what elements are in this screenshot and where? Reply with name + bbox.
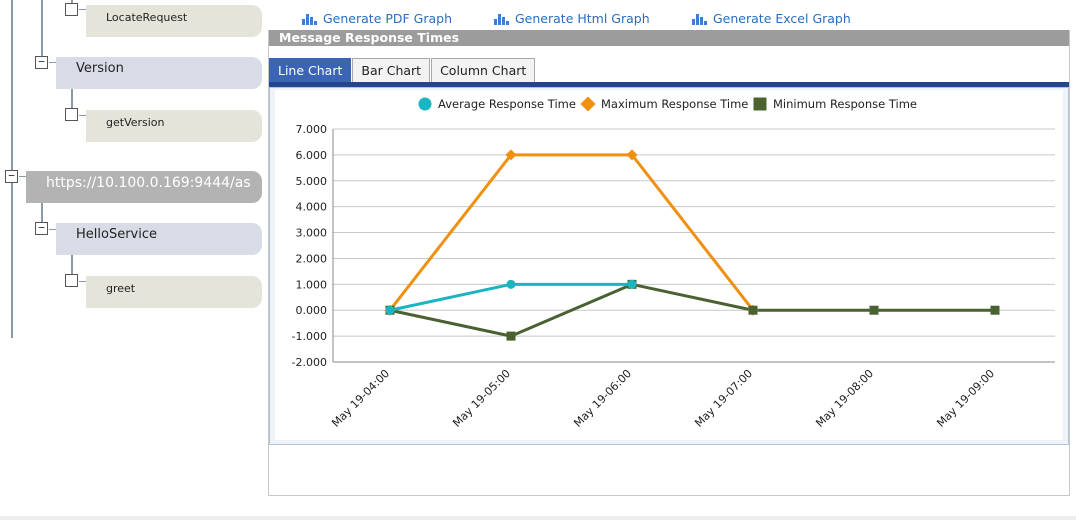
tree-toggle[interactable] [65, 274, 78, 287]
data-point [505, 149, 517, 161]
y-tick-label: -2.000 [292, 356, 327, 369]
generate-html-graph-link[interactable]: Generate Html Graph [494, 11, 650, 26]
bar-graph-icon [494, 13, 510, 25]
data-point [627, 279, 637, 289]
tree-node-label: greet [106, 281, 136, 295]
data-point [506, 331, 516, 341]
line-chart: 7.000 6.000 5.000 4.000 3.000 2.000 1.000 0.000… [292, 96, 1055, 430]
legend-swatch [753, 97, 767, 111]
data-point [385, 305, 395, 315]
data-point [990, 305, 1000, 315]
tree-node-label: https://10.100.0.169:9444/as [46, 175, 251, 191]
tree-line [49, 62, 57, 63]
bottom-strip [0, 516, 1076, 520]
y-tick-label: -1.000 [292, 330, 327, 343]
tab-line-chart[interactable]: Line Chart [269, 58, 352, 83]
series-line [388, 153, 755, 312]
generate-pdf-graph-link[interactable]: Generate PDF Graph [302, 11, 452, 26]
tree-operation-greet[interactable]: greet [86, 276, 262, 308]
panel-title: Message Response Times [269, 30, 1069, 46]
y-tick-label: 4.000 [296, 201, 328, 214]
collapse-icon[interactable]: − [35, 56, 48, 69]
legend-label: Minimum Response Time [773, 97, 917, 111]
tree-line [79, 281, 87, 282]
tree-line [49, 229, 57, 230]
chart-frame: 7.000 6.000 5.000 4.000 3.000 2.000 1.000 0.000… [269, 87, 1069, 445]
x-tick-label: May 19-05:00 [450, 367, 513, 430]
bar-graph-icon [302, 13, 318, 25]
tree-node-label: Version [76, 60, 124, 76]
message-response-times-panel: Message Response Times Line Chart Bar Ch… [268, 30, 1070, 496]
y-tick-label: 6.000 [296, 149, 328, 162]
tree-line [11, 0, 13, 338]
tree-line [19, 176, 27, 177]
tree-service-helloservice[interactable]: HelloService [56, 223, 262, 255]
tree-node-label: getVersion [106, 115, 165, 129]
tree-line [79, 9, 87, 10]
tree-toggle[interactable] [65, 108, 78, 121]
generate-excel-graph-link[interactable]: Generate Excel Graph [692, 11, 851, 26]
chart-area: 7.000 6.000 5.000 4.000 3.000 2.000 1.000 0.000… [275, 90, 1063, 440]
data-point [506, 279, 516, 289]
tree-toggle[interactable] [65, 3, 78, 16]
y-tick-label: 0.000 [296, 304, 328, 317]
y-tick-label: 7.000 [296, 123, 328, 136]
legend-swatch [418, 97, 432, 111]
y-tick-label: 5.000 [296, 175, 328, 188]
tree-operation-locaterequest[interactable]: LocateRequest [86, 5, 262, 37]
tree-endpoint[interactable]: https://10.100.0.169:9444/as [26, 171, 262, 203]
y-tick-label: 1.000 [296, 278, 328, 291]
series-line [389, 282, 995, 338]
y-tick-label: 3.000 [296, 227, 328, 240]
data-point [869, 305, 879, 315]
collapse-icon[interactable]: − [35, 222, 48, 235]
tree-node-label: HelloService [76, 226, 157, 242]
tree-line [79, 115, 87, 116]
legend-label: Average Response Time [438, 97, 576, 111]
service-tree: LocateRequest − Version getVersion − htt… [0, 0, 266, 520]
chart-tabs: Line Chart Bar Chart Column Chart [269, 58, 536, 84]
tab-bar-chart[interactable]: Bar Chart [352, 58, 431, 83]
data-point [748, 305, 758, 315]
tree-line [71, 72, 73, 114]
tab-column-chart[interactable]: Column Chart [431, 58, 536, 83]
legend-label: Maximum Response Time [601, 97, 748, 111]
tab-underline [269, 82, 1069, 87]
x-tick-label: May 19-06:00 [571, 367, 634, 430]
data-point [626, 149, 638, 161]
x-tick-label: May 19-09:00 [934, 367, 997, 430]
x-tick-label: May 19-08:00 [813, 367, 876, 430]
y-tick-label: 2.000 [296, 252, 328, 265]
collapse-icon[interactable]: − [5, 170, 18, 183]
tree-operation-getversion[interactable]: getVersion [86, 110, 262, 142]
legend-swatch [580, 96, 596, 112]
tree-line [41, 186, 43, 228]
tree-line [41, 0, 43, 58]
x-tick-label: May 19-07:00 [692, 367, 755, 430]
x-tick-label: May 19-04:00 [329, 367, 392, 430]
tree-node-label: LocateRequest [106, 10, 188, 24]
tree-line [71, 240, 73, 280]
bar-graph-icon [692, 13, 708, 25]
tree-service-version[interactable]: Version [56, 57, 262, 89]
